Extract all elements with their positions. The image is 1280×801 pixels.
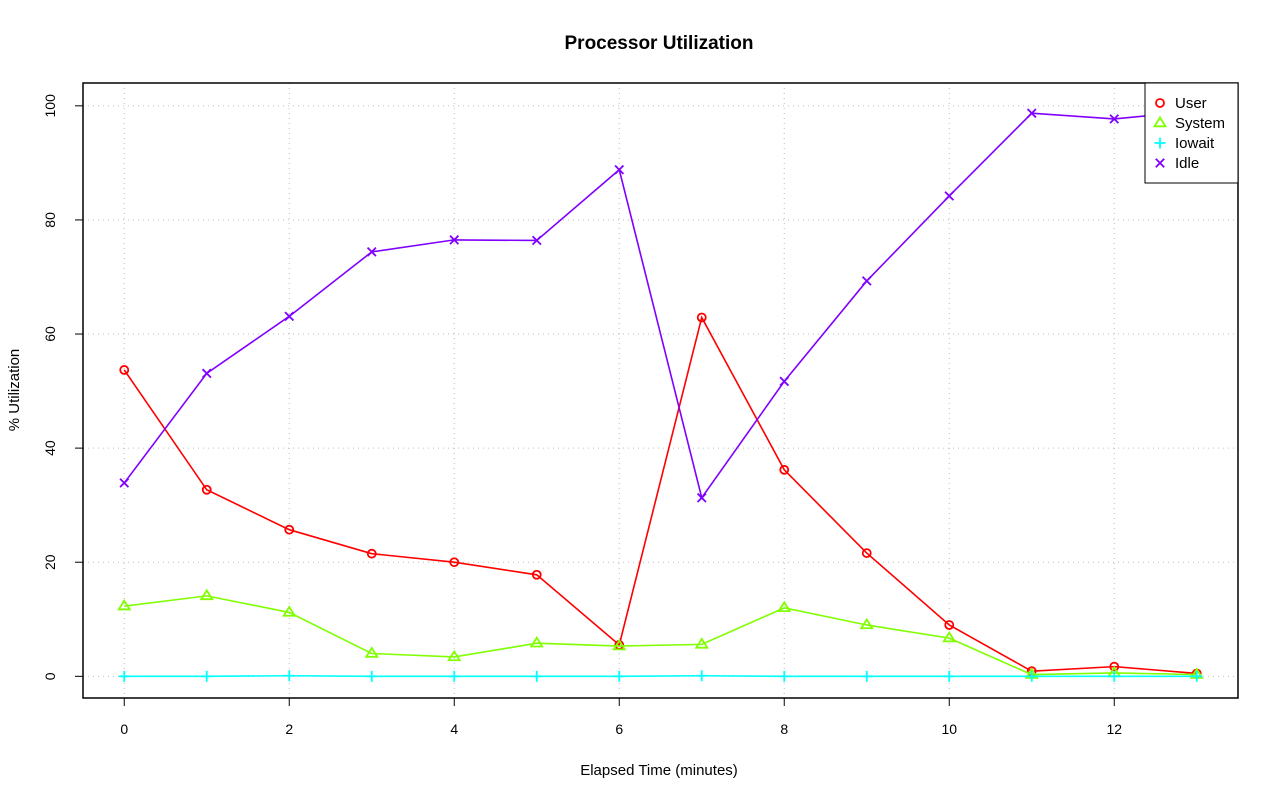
legend-marker-iowait [1154, 137, 1166, 149]
data-point-system [117, 598, 132, 611]
data-point-user [449, 557, 460, 568]
series-iowait [118, 670, 1203, 682]
y-tick-label: 0 [42, 672, 58, 680]
data-point-system [199, 588, 214, 601]
data-point-idle [944, 191, 955, 201]
data-point-idle [861, 276, 872, 286]
data-point-system [694, 637, 709, 649]
x-axis-label: Elapsed Time (minutes) [580, 762, 738, 779]
x-tick-label: 6 [615, 721, 623, 737]
data-point-system [282, 605, 297, 617]
series-line-user [123, 315, 1197, 675]
data-point-idle [449, 235, 460, 245]
legend-marker-idle [1155, 158, 1165, 168]
data-point-idle [779, 376, 790, 387]
legend-label-iowait: Iowait [1175, 135, 1215, 152]
x-tick-label: 10 [941, 721, 957, 737]
series-layer [117, 106, 1204, 682]
y-tick-label: 40 [42, 440, 58, 456]
x-tick-label: 12 [1106, 721, 1122, 737]
data-point-system [942, 630, 957, 643]
data-point-iowait [1191, 670, 1203, 682]
y-tick-label: 100 [42, 94, 58, 118]
data-point-idle [201, 368, 212, 379]
x-tick-label: 2 [285, 721, 293, 737]
y-tick-label: 80 [42, 212, 58, 228]
axes: 0 2 4 6 8 10 12 0 20 40 60 80 100 [42, 94, 1122, 737]
data-point-user [696, 312, 707, 323]
data-point-idle [1109, 114, 1120, 124]
data-point-iowait [283, 670, 295, 682]
data-point-system [777, 600, 792, 613]
data-point-system [612, 638, 627, 651]
data-point-system [364, 646, 379, 658]
series-user [119, 312, 1202, 679]
chart-title: Processor Utilization [565, 33, 754, 54]
data-point-idle [696, 492, 707, 503]
x-tick-label: 0 [120, 721, 128, 737]
data-point-user [861, 548, 872, 558]
series-line-system [124, 595, 1197, 676]
y-tick-label: 20 [42, 554, 58, 570]
data-point-iowait [1026, 670, 1038, 682]
x-tick-label: 8 [780, 721, 788, 737]
data-point-system [859, 617, 874, 630]
data-point-idle [366, 247, 377, 257]
data-point-iowait [613, 670, 625, 682]
data-point-iowait [118, 670, 130, 682]
data-point-iowait [943, 670, 955, 682]
data-point-user [366, 548, 377, 559]
data-point-iowait [861, 670, 873, 682]
data-point-iowait [366, 670, 378, 682]
series-line-iowait [124, 674, 1197, 678]
data-point-iowait [778, 670, 790, 682]
data-point-idle [531, 235, 542, 246]
legend-marker-user [1155, 98, 1165, 108]
data-point-user [284, 524, 295, 535]
data-point-system [447, 649, 462, 662]
series-line-idle [123, 110, 1197, 500]
y-tick-label: 60 [42, 326, 58, 342]
data-point-user [531, 569, 542, 580]
legend: User System Iowait Idle [1144, 82, 1239, 184]
data-point-user [201, 484, 212, 495]
data-point-iowait [201, 670, 213, 682]
y-axis-label: % Utilization [6, 349, 23, 432]
data-point-user [119, 365, 130, 375]
legend-label-user: User [1175, 95, 1207, 112]
data-point-system [529, 636, 544, 648]
data-point-user [1109, 661, 1120, 672]
data-point-iowait [531, 670, 543, 682]
data-point-iowait [696, 670, 708, 682]
data-point-idle [119, 478, 130, 488]
data-point-idle [614, 164, 625, 175]
x-tick-label: 4 [450, 721, 458, 737]
data-point-iowait [1108, 670, 1120, 682]
legend-marker-system [1152, 115, 1168, 128]
data-point-idle [284, 311, 295, 322]
series-system [117, 588, 1204, 679]
series-idle [119, 106, 1202, 503]
data-point-user [779, 464, 790, 475]
legend-label-system: System [1175, 115, 1225, 132]
data-point-user [944, 620, 955, 630]
legend-label-idle: Idle [1175, 155, 1199, 172]
data-point-idle [1026, 108, 1037, 119]
data-point-iowait [448, 670, 460, 682]
